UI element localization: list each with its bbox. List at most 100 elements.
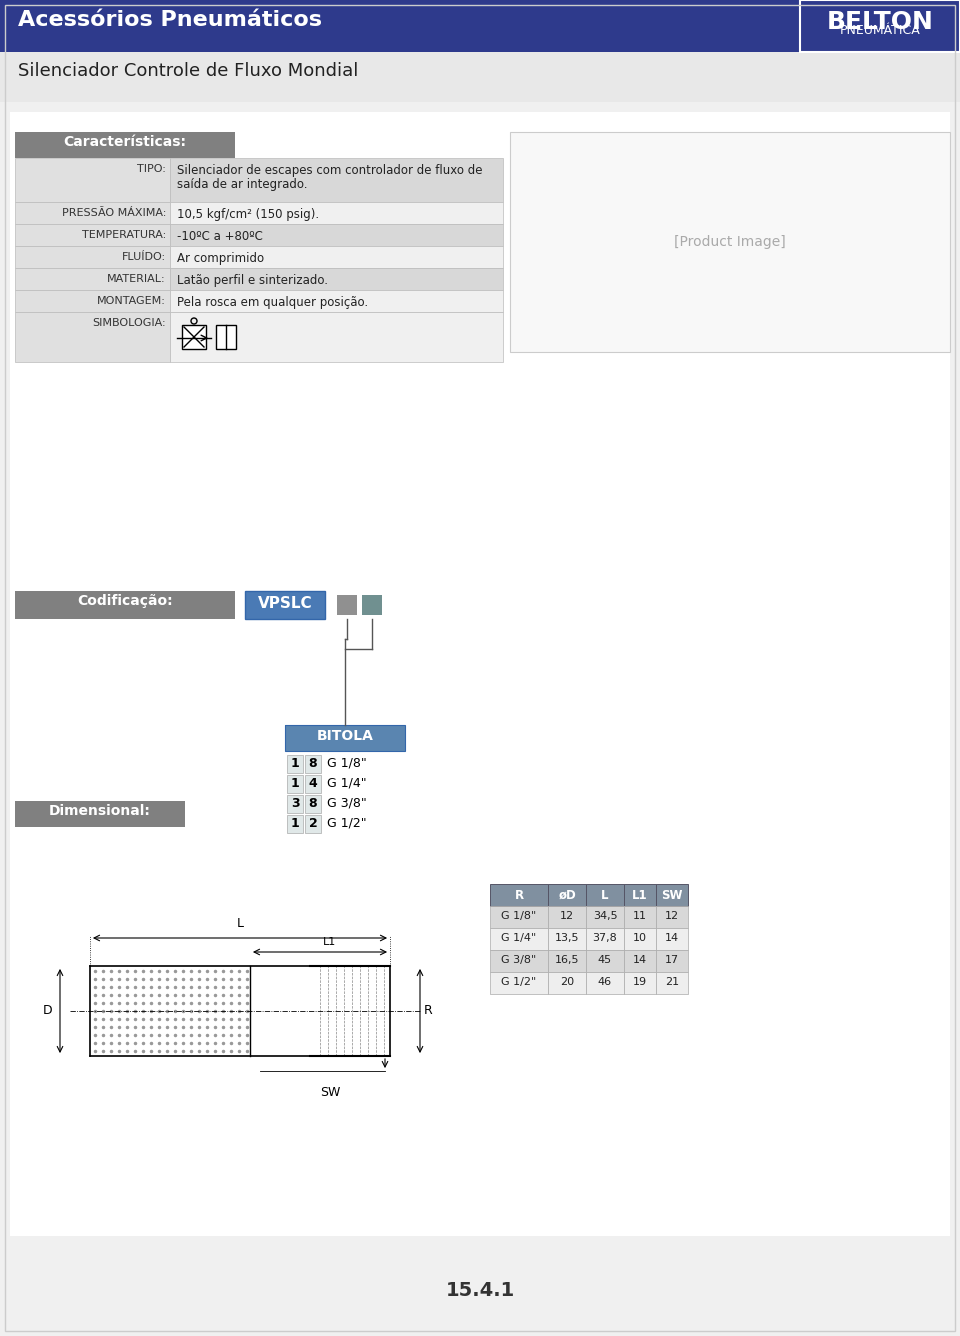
Bar <box>305 775 321 794</box>
Bar <box>548 973 586 994</box>
Text: 21: 21 <box>665 977 679 987</box>
Text: 10: 10 <box>633 933 647 943</box>
Bar <box>182 325 206 349</box>
Text: TEMPERATURA:: TEMPERATURA: <box>82 230 166 240</box>
Text: [Product Image]: [Product Image] <box>674 235 786 248</box>
Text: G 1/4": G 1/4" <box>327 778 367 790</box>
Text: SW: SW <box>661 888 683 902</box>
Bar <box>0 0 960 52</box>
Bar <box>548 884 586 906</box>
Text: G 3/8": G 3/8" <box>501 955 537 965</box>
Bar <box>586 950 624 973</box>
Bar <box>624 884 656 906</box>
Bar <box>170 246 503 269</box>
Bar <box>287 795 303 814</box>
Bar <box>490 973 548 994</box>
Text: PNEUMÁTICA: PNEUMÁTICA <box>840 24 921 37</box>
Bar <box>586 929 624 950</box>
Text: 12: 12 <box>665 911 679 921</box>
Bar <box>15 313 170 362</box>
Text: G 1/8": G 1/8" <box>327 758 367 770</box>
Bar <box>0 52 960 102</box>
Text: 45: 45 <box>598 955 612 965</box>
Text: L1: L1 <box>633 888 648 902</box>
Text: MATERIAL:: MATERIAL: <box>108 274 166 285</box>
Bar <box>624 929 656 950</box>
Text: D: D <box>42 1005 52 1018</box>
Bar <box>624 906 656 929</box>
Bar <box>15 269 170 290</box>
Bar <box>586 906 624 929</box>
Text: MONTAGEM:: MONTAGEM: <box>97 297 166 306</box>
Bar <box>656 973 688 994</box>
Text: 1: 1 <box>291 758 300 770</box>
Bar <box>10 112 950 1236</box>
Text: Dimensional:: Dimensional: <box>49 804 151 818</box>
Text: G 1/2": G 1/2" <box>327 818 367 830</box>
Text: 1: 1 <box>291 818 300 830</box>
Text: R: R <box>424 1005 433 1018</box>
Bar <box>305 755 321 774</box>
Text: Codificação:: Codificação: <box>77 595 173 608</box>
Text: Silenciador Controle de Fluxo Mondial: Silenciador Controle de Fluxo Mondial <box>18 61 358 80</box>
Bar <box>216 325 236 349</box>
Bar <box>656 906 688 929</box>
Bar <box>287 815 303 834</box>
Text: øD: øD <box>558 888 576 902</box>
Text: Latão perfil e sinterizado.: Latão perfil e sinterizado. <box>177 274 328 287</box>
Text: L: L <box>236 916 244 930</box>
Text: Silenciador de escapes com controlador de fluxo de: Silenciador de escapes com controlador d… <box>177 164 483 176</box>
Text: Acessórios Pneumáticos: Acessórios Pneumáticos <box>18 9 322 29</box>
Text: L: L <box>601 888 609 902</box>
Text: L1: L1 <box>324 937 337 947</box>
Bar <box>624 950 656 973</box>
Text: 16,5: 16,5 <box>555 955 579 965</box>
Bar <box>305 795 321 814</box>
Bar <box>15 224 170 246</box>
Bar <box>15 591 235 619</box>
Text: BITOLA: BITOLA <box>317 729 373 743</box>
Text: SW: SW <box>320 1086 340 1100</box>
Text: 12: 12 <box>560 911 574 921</box>
Bar <box>285 725 405 751</box>
Text: 14: 14 <box>665 933 679 943</box>
Bar <box>586 973 624 994</box>
Text: PRESSÃO MÁXIMA:: PRESSÃO MÁXIMA: <box>61 208 166 218</box>
Bar <box>245 591 325 619</box>
Bar <box>586 884 624 906</box>
Bar <box>656 950 688 973</box>
Bar <box>800 0 960 52</box>
Bar <box>170 269 503 290</box>
Text: Ar comprimido: Ar comprimido <box>177 253 264 265</box>
Bar <box>287 755 303 774</box>
Text: 46: 46 <box>598 977 612 987</box>
Bar <box>800 0 960 52</box>
Text: BELTON: BELTON <box>827 9 933 33</box>
Bar <box>305 815 321 834</box>
Bar <box>15 158 170 202</box>
Bar <box>15 246 170 269</box>
Bar <box>548 950 586 973</box>
Bar <box>510 132 950 351</box>
Bar <box>15 290 170 313</box>
Bar <box>490 906 548 929</box>
Text: Pela rosca em qualquer posição.: Pela rosca em qualquer posição. <box>177 297 368 309</box>
Bar <box>15 202 170 224</box>
Bar <box>170 202 503 224</box>
Text: 13,5: 13,5 <box>555 933 579 943</box>
Text: 2: 2 <box>308 818 318 830</box>
Text: G 1/8": G 1/8" <box>501 911 537 921</box>
Text: TIPO:: TIPO: <box>137 164 166 174</box>
Text: 14: 14 <box>633 955 647 965</box>
Text: 3: 3 <box>291 798 300 810</box>
Text: 11: 11 <box>633 911 647 921</box>
Text: Características:: Características: <box>63 135 186 150</box>
Bar <box>15 132 235 158</box>
Bar <box>490 929 548 950</box>
Text: 17: 17 <box>665 955 679 965</box>
Text: G 1/2": G 1/2" <box>501 977 537 987</box>
Bar <box>170 158 503 202</box>
Text: 10,5 kgf/cm² (150 psig).: 10,5 kgf/cm² (150 psig). <box>177 208 319 220</box>
Text: 37,8: 37,8 <box>592 933 617 943</box>
Bar <box>170 224 503 246</box>
